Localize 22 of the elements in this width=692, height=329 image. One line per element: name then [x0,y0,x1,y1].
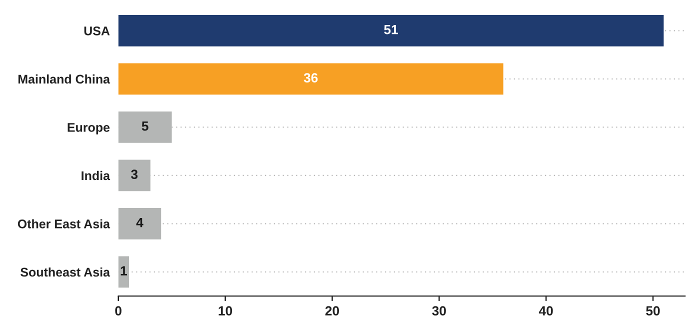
bar [118,63,504,95]
x-tick-label: 30 [432,306,446,316]
bar [118,160,150,192]
data-label: 4 [136,218,144,228]
y-tick-label: Other East Asia [18,219,110,228]
y-tick-label: Southeast Asia [20,267,110,277]
data-label: 3 [131,170,138,180]
x-tick-label: 50 [646,306,660,316]
data-label: 51 [384,25,398,34]
x-tick-label: 40 [538,306,553,316]
bar [118,15,664,46]
data-label: 36 [304,73,318,83]
x-tick-label: 20 [325,306,339,316]
x-tick-label: 10 [218,306,232,316]
y-tick-label: India [82,170,110,180]
y-tick-label: Mainland China [18,74,110,84]
y-tick-label: Europe [68,123,110,134]
x-tick-label: 0 [115,306,122,316]
bar [118,208,162,240]
data-label: 5 [142,122,148,131]
data-label: 1 [120,266,127,276]
y-tick-label: USA [84,26,110,36]
